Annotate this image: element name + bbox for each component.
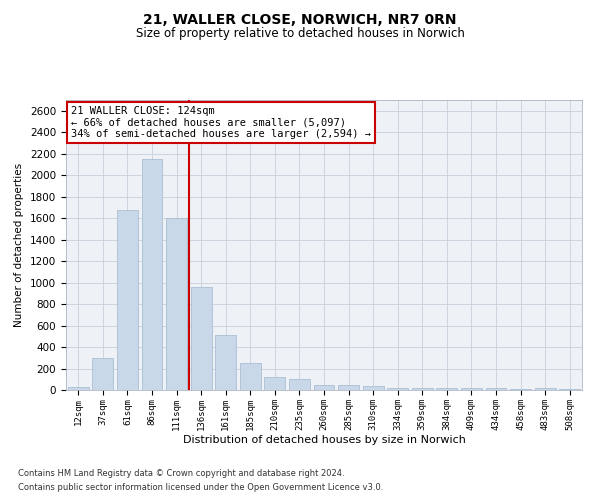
Bar	[68, 388, 89, 390]
Text: Contains public sector information licensed under the Open Government Licence v3: Contains public sector information licen…	[18, 484, 383, 492]
Bar	[215, 335, 236, 390]
Y-axis label: Number of detached properties: Number of detached properties	[14, 163, 25, 327]
Text: Contains HM Land Registry data © Crown copyright and database right 2024.: Contains HM Land Registry data © Crown c…	[18, 468, 344, 477]
Bar	[191, 287, 212, 390]
Bar	[387, 388, 408, 390]
Text: Size of property relative to detached houses in Norwich: Size of property relative to detached ho…	[136, 28, 464, 40]
Bar	[265, 376, 286, 390]
Bar	[412, 388, 433, 390]
Bar	[535, 388, 556, 390]
Bar	[436, 388, 457, 390]
Bar	[142, 159, 163, 390]
Bar	[314, 384, 334, 390]
Bar	[338, 384, 359, 390]
Bar	[485, 388, 506, 390]
Bar	[117, 210, 138, 390]
Bar	[461, 388, 482, 390]
X-axis label: Distribution of detached houses by size in Norwich: Distribution of detached houses by size …	[182, 436, 466, 446]
Text: 21 WALLER CLOSE: 124sqm
← 66% of detached houses are smaller (5,097)
34% of semi: 21 WALLER CLOSE: 124sqm ← 66% of detache…	[71, 106, 371, 139]
Text: 21, WALLER CLOSE, NORWICH, NR7 0RN: 21, WALLER CLOSE, NORWICH, NR7 0RN	[143, 12, 457, 26]
Bar	[362, 386, 383, 390]
Bar	[92, 358, 113, 390]
Bar	[166, 218, 187, 390]
Bar	[289, 378, 310, 390]
Bar	[240, 363, 261, 390]
